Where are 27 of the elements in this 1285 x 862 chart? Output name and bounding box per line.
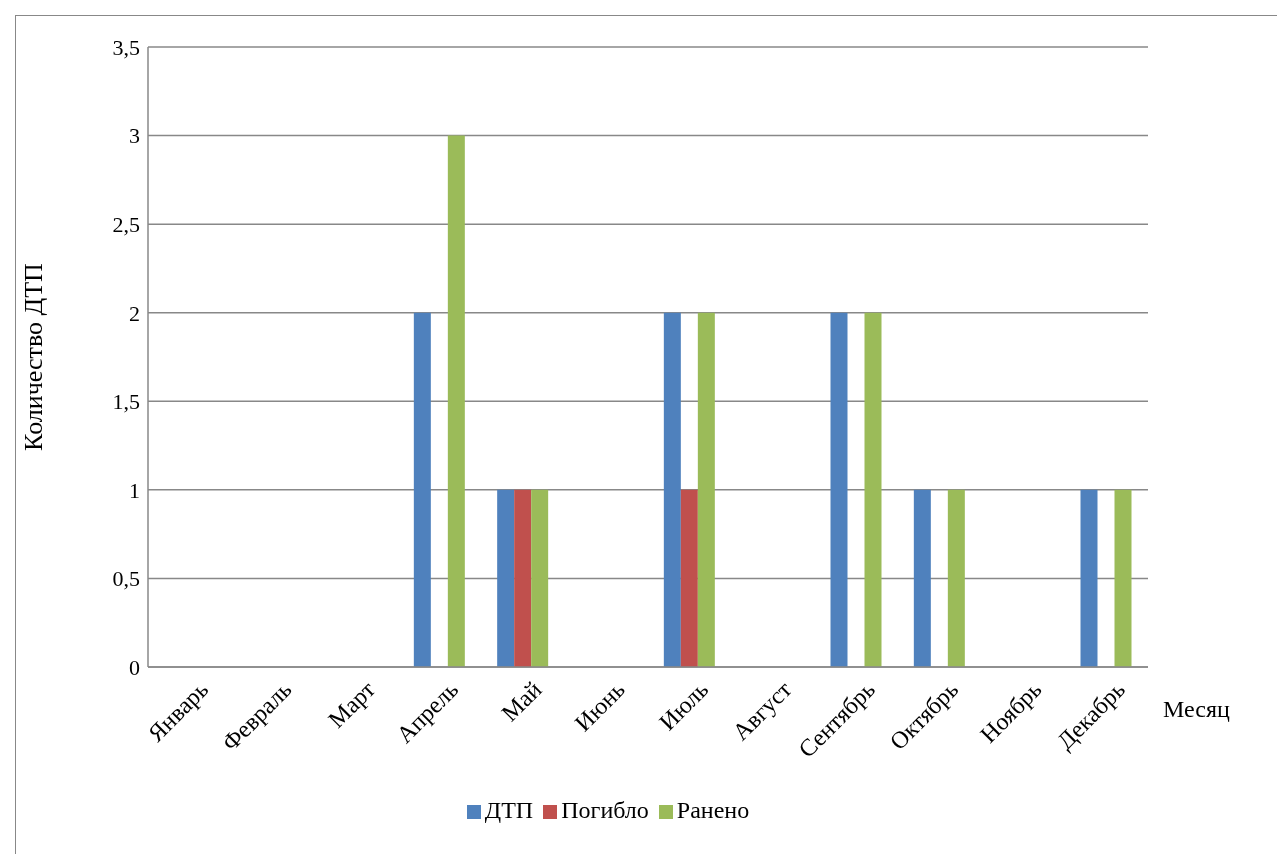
legend-label: Ранено	[676, 797, 750, 823]
bar	[531, 489, 549, 667]
y-tick-label: 3,5	[112, 34, 140, 60]
bar	[1114, 489, 1132, 667]
legend-label: Погибло	[561, 797, 649, 823]
bar	[447, 135, 465, 667]
bar	[663, 312, 681, 667]
bar	[697, 312, 715, 667]
bar	[1080, 489, 1098, 667]
y-tick-label: 2	[129, 300, 140, 326]
bar	[680, 489, 698, 667]
y-tick-label: 1	[129, 477, 140, 503]
y-tick-label: 2,5	[112, 211, 140, 237]
y-tick-label: 1,5	[112, 389, 140, 415]
y-tick-label: 0	[129, 654, 140, 680]
y-tick-label: 0,5	[112, 566, 140, 592]
bar	[830, 312, 848, 667]
bar	[497, 489, 515, 667]
bar	[413, 312, 431, 667]
bar	[514, 489, 532, 667]
bar	[864, 312, 882, 667]
legend-label: ДТП	[484, 797, 534, 823]
x-axis-title: Месяц	[1163, 696, 1230, 722]
bar	[913, 489, 931, 667]
y-tick-label: 3	[129, 123, 140, 149]
bar	[947, 489, 965, 667]
y-axis-title: Количество ДТП	[19, 262, 49, 451]
